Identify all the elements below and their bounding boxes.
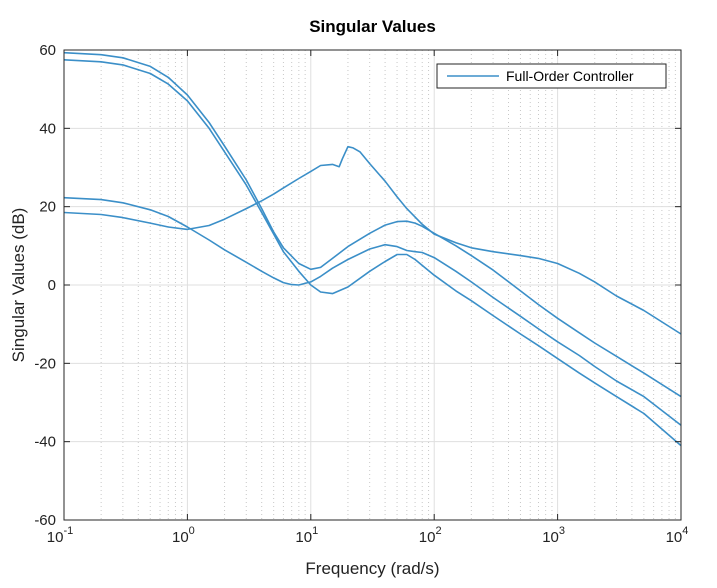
y-tick-label: 60 bbox=[39, 42, 56, 59]
y-tick-label: -20 bbox=[34, 355, 56, 372]
x-tick-label: 102 bbox=[419, 525, 442, 546]
tick-labels: 10-1 100 101 102 103 104 60 40 20 0 -20 -40 -60 bbox=[34, 42, 688, 546]
series-line-4 bbox=[63, 196, 682, 426]
y-tick-label: 0 bbox=[48, 277, 56, 294]
series-line-3 bbox=[63, 145, 682, 335]
y-tick-label: -60 bbox=[34, 512, 56, 529]
series-line-2 bbox=[63, 59, 682, 447]
y-tick-label: 20 bbox=[39, 199, 56, 216]
y-tick-label: -40 bbox=[34, 434, 56, 451]
x-tick-label: 103 bbox=[542, 525, 565, 546]
legend-entry: Full-Order Controller bbox=[506, 68, 634, 84]
y-tick-label: 40 bbox=[39, 120, 56, 137]
series-lines bbox=[63, 51, 682, 447]
chart-title: Singular Values bbox=[309, 17, 436, 36]
x-tick-label: 100 bbox=[172, 525, 195, 546]
x-axis-label: Frequency (rad/s) bbox=[305, 559, 439, 578]
x-tick-label: 10-1 bbox=[47, 525, 73, 546]
x-tick-label: 104 bbox=[666, 525, 689, 546]
y-axis-label: Singular Values (dB) bbox=[9, 208, 28, 363]
legend: Full-Order Controller bbox=[436, 63, 667, 89]
x-tick-label: 101 bbox=[295, 525, 318, 546]
series-line-1 bbox=[63, 51, 682, 398]
